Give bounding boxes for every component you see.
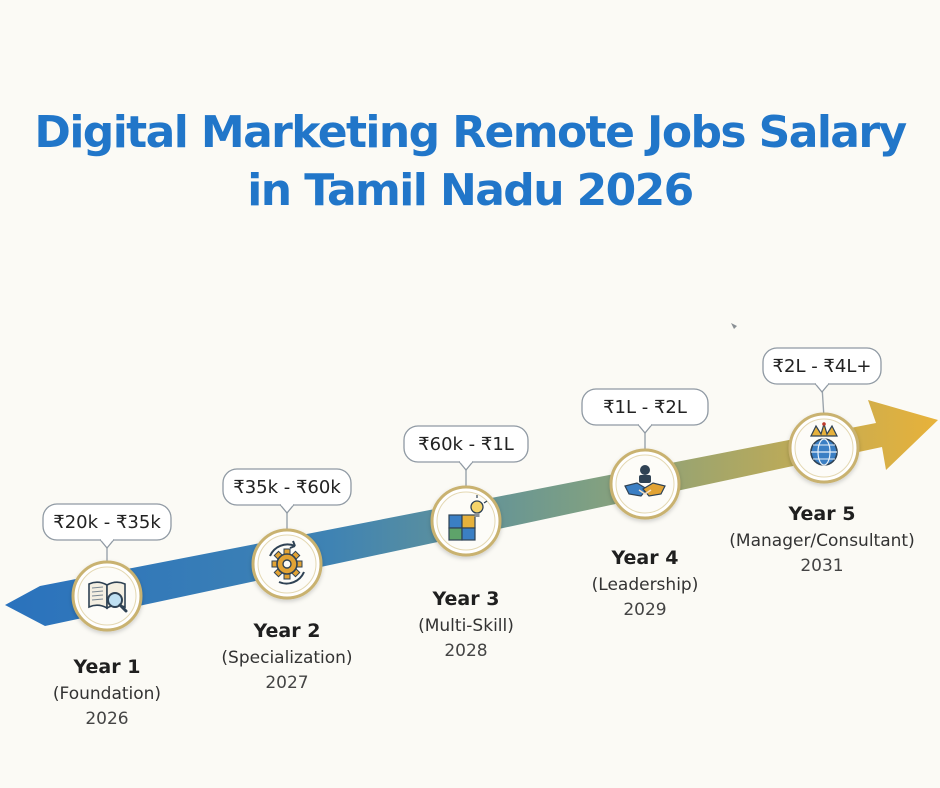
salary-range-label: ₹1L - ₹2L (603, 397, 687, 418)
bubble-pointer (279, 504, 295, 515)
milestone-stage-label: (Leadership) (592, 575, 699, 595)
salary-range-label: ₹35k - ₹60k (233, 477, 341, 498)
puzzle-bulb-icon (448, 495, 488, 541)
bubble-pointer (99, 539, 115, 550)
salary-range-label: ₹20k - ₹35k (53, 512, 161, 533)
bubble-pointer (637, 424, 653, 435)
bubble-pointer (458, 461, 474, 472)
milestone-date-label: 2029 (623, 600, 666, 620)
milestone-stage-label: (Specialization) (221, 648, 352, 668)
milestone-year-label: Year 1 (73, 656, 141, 678)
salary-range-label: ₹60k - ₹1L (418, 434, 514, 455)
milestone-year-4: ₹1L - ₹2L Year 4 (Leadership) 2029 (581, 388, 709, 620)
milestone-date-label: 2026 (85, 709, 128, 729)
milestone-year-1: ₹20k - ₹35k Year 1 (Foundation) 2026 (42, 503, 172, 729)
milestone-year-5: ₹2L - ₹4L+ Year 5 (Manager/Consultant) 2031 (729, 347, 915, 576)
title-line-2: in Tamil Nadu 2026 (247, 165, 694, 216)
crown-globe-icon (810, 421, 838, 466)
book-magnifier-icon (88, 581, 128, 613)
gear-cycle-icon (269, 540, 305, 585)
title-line-1: Digital Marketing Remote Jobs Salary (34, 107, 907, 158)
milestone-year-3: ₹60k - ₹1L Year 3 (Multi-Skill) 2028 (403, 425, 529, 661)
milestone-year-label: Year 3 (432, 588, 500, 610)
milestone-date-label: 2027 (265, 673, 308, 693)
milestone-year-label: Year 2 (253, 620, 321, 642)
milestone-stage-label: (Foundation) (53, 684, 161, 704)
bubble-pointer (814, 383, 830, 394)
milestone-year-2: ₹35k - ₹60k Year 2 (Specialization) 2027 (221, 468, 353, 693)
handshake-icon (624, 465, 666, 497)
milestone-stage-label: (Multi-Skill) (418, 616, 514, 636)
milestone-stage-label: (Manager/Consultant) (729, 531, 914, 551)
milestone-year-label: Year 5 (788, 503, 856, 525)
milestone-date-label: 2028 (444, 641, 487, 661)
decorative-mark-icon (731, 323, 737, 329)
page-title: Digital Marketing Remote Jobs Salary in … (0, 104, 940, 220)
milestone-year-label: Year 4 (611, 547, 679, 569)
milestone-date-label: 2031 (800, 556, 843, 576)
salary-range-label: ₹2L - ₹4L+ (773, 356, 872, 377)
